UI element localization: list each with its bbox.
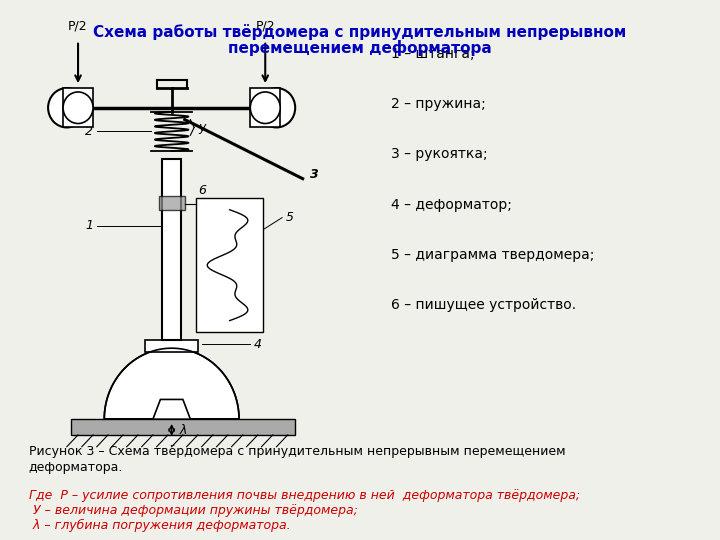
Text: 6 – пишущее устройство.: 6 – пишущее устройство.	[391, 298, 576, 312]
Text: перемещением деформатора: перемещением деформатора	[228, 40, 492, 57]
Text: y: y	[198, 121, 205, 134]
Text: Схема работы твёрдомера с принудительным непрерывном: Схема работы твёрдомера с принудительным…	[94, 24, 626, 40]
Circle shape	[63, 92, 93, 124]
Text: 1: 1	[85, 219, 94, 233]
Bar	[196, 198, 264, 333]
Circle shape	[48, 88, 86, 127]
Text: 3: 3	[310, 168, 319, 181]
Text: 6: 6	[198, 184, 206, 197]
Text: 5: 5	[286, 211, 294, 224]
Bar	[145, 340, 198, 352]
Text: 4 – деформатор;: 4 – деформатор;	[391, 198, 512, 212]
Bar	[251, 88, 280, 127]
Polygon shape	[104, 348, 239, 419]
Text: 2: 2	[85, 125, 94, 138]
Text: P/2: P/2	[68, 20, 88, 33]
Bar	[158, 196, 185, 210]
Text: 2 – пружина;: 2 – пружина;	[391, 97, 486, 111]
Bar	[162, 159, 181, 340]
Bar	[71, 419, 295, 435]
Circle shape	[251, 92, 280, 124]
Circle shape	[258, 88, 295, 127]
Text: P/2: P/2	[256, 20, 275, 33]
Text: Рисунок 3 – Схема твёрдомера с принудительным непрерывным перемещением
деформато: Рисунок 3 – Схема твёрдомера с принудите…	[29, 446, 565, 474]
Text: 4: 4	[254, 338, 262, 351]
Text: λ: λ	[179, 424, 186, 437]
Text: 3 – рукоятка;: 3 – рукоятка;	[391, 147, 487, 161]
Text: 5 – диаграмма твердомера;: 5 – диаграмма твердомера;	[391, 248, 594, 262]
Polygon shape	[153, 400, 190, 419]
Text: Где  Р – усилие сопротивления почвы внедрению в ней  деформатора твёрдомера;
 У : Где Р – усилие сопротивления почвы внедр…	[29, 489, 580, 532]
Bar	[63, 88, 93, 127]
Text: 1 – штанга;: 1 – штанга;	[391, 47, 474, 61]
